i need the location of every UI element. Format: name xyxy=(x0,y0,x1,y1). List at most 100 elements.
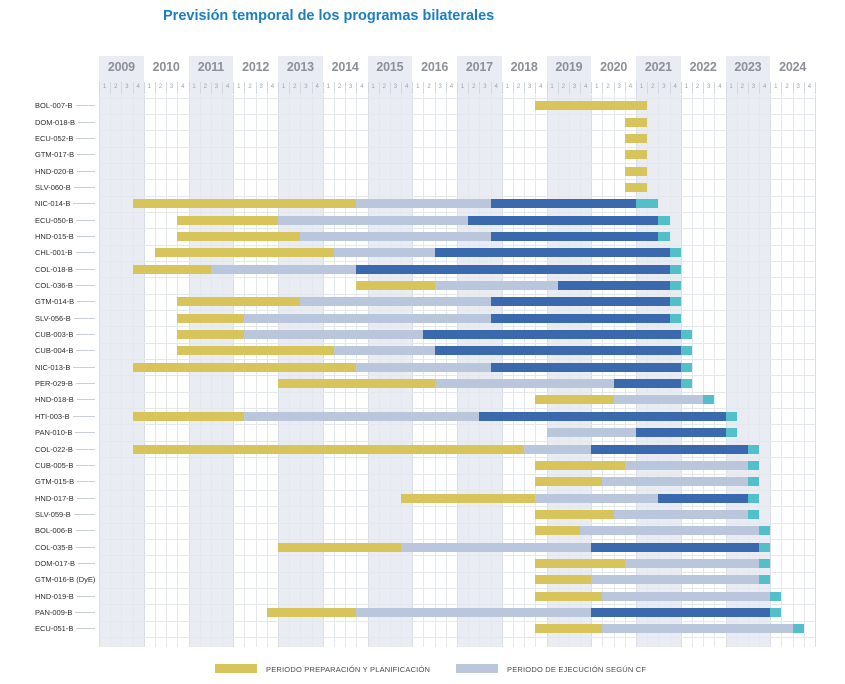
quarter-label: 2 xyxy=(695,84,700,90)
gantt-bar-end xyxy=(759,575,771,585)
quarter-label: 4 xyxy=(225,84,230,90)
grid-line-vertical xyxy=(770,95,772,647)
grid-line-horizontal xyxy=(99,375,815,377)
quarter-separator xyxy=(222,82,224,94)
gantt-bar-end xyxy=(759,558,771,568)
row-leader-line xyxy=(77,481,95,483)
gantt-bar-prep xyxy=(535,526,581,536)
quarter-separator xyxy=(177,82,179,94)
grid-line-horizontal xyxy=(99,522,815,524)
quarter-separator xyxy=(166,82,168,94)
row-label-group: PER-029-B xyxy=(35,376,97,392)
gantt-bar-end xyxy=(669,248,681,258)
row-leader-line xyxy=(75,448,95,450)
gantt-bar-end xyxy=(669,281,681,291)
year-label: 2013 xyxy=(286,60,314,74)
quarter-label: 2 xyxy=(293,84,297,90)
gantt-bar-cf xyxy=(434,379,614,389)
row-leader-line xyxy=(76,235,95,237)
quarter-label: 3 xyxy=(483,84,487,90)
quarter-label: 2 xyxy=(651,84,655,90)
quarter-separator xyxy=(378,82,380,94)
gantt-bar-prep xyxy=(535,101,648,111)
gantt-bar-exec xyxy=(434,346,681,356)
quarter-label: 1 xyxy=(639,84,644,90)
gantt-bar-end xyxy=(747,493,760,503)
gantt-bar-prep xyxy=(177,330,245,340)
gantt-bar-cf xyxy=(300,231,491,241)
quarter-separator xyxy=(501,82,503,94)
quarter-label: 2 xyxy=(740,84,744,90)
grid-line-horizontal xyxy=(99,342,815,344)
quarter-label: 2 xyxy=(248,84,252,90)
gantt-bar-end xyxy=(759,526,771,536)
quarter-separator xyxy=(803,82,805,94)
gantt-bar-end xyxy=(770,607,782,617)
row-leader-line xyxy=(73,186,95,188)
quarter-separator xyxy=(110,82,112,94)
grid-line-horizontal xyxy=(99,506,815,508)
quarter-separator xyxy=(255,82,257,94)
row-label-group: NIC-014-B xyxy=(35,196,97,212)
quarter-separator xyxy=(647,82,649,94)
grid-line-horizontal xyxy=(99,310,815,312)
quarter-separator xyxy=(401,82,403,94)
gantt-bar-exec xyxy=(490,199,636,209)
gantt-bar-prep xyxy=(278,379,435,389)
gantt-bar-exec xyxy=(490,362,681,372)
row-leader-line xyxy=(73,203,95,205)
gantt-bar-exec xyxy=(591,444,748,454)
gantt-bar-exec xyxy=(490,297,670,307)
row-label: HND-015-B xyxy=(35,231,74,241)
row-leader-line xyxy=(73,366,95,368)
grid-line-horizontal xyxy=(99,130,815,132)
row-label: PER-029-B xyxy=(35,379,73,389)
row-label: HTI-003-B xyxy=(35,411,70,421)
quarter-separator xyxy=(345,82,347,94)
gantt-bar-prep xyxy=(177,313,245,323)
quarter-label: 1 xyxy=(147,84,152,90)
year-label: 2014 xyxy=(331,60,359,74)
row-leader-line xyxy=(76,219,95,221)
row-label-group: CUB-004-B xyxy=(35,343,97,359)
row-label: SLV-059-B xyxy=(35,509,71,519)
gantt-bar-end xyxy=(636,199,659,209)
quarter-separator xyxy=(412,82,414,94)
gantt-bar-exec xyxy=(479,411,726,421)
gantt-bar-prep xyxy=(356,281,435,291)
quarter-label: 3 xyxy=(214,84,219,90)
row-label: COL-022-B xyxy=(35,444,73,454)
quarter-label: 1 xyxy=(192,84,196,90)
quarter-label: 3 xyxy=(438,84,442,90)
row-leader-line xyxy=(75,105,95,107)
gantt-bar-end xyxy=(725,411,737,421)
quarter-label: 1 xyxy=(550,84,554,90)
gantt-bar-prep xyxy=(535,624,603,634)
gantt-bar-end xyxy=(669,313,681,323)
quarter-separator xyxy=(546,82,548,94)
quarter-label: 1 xyxy=(460,84,465,90)
year-label: 2023 xyxy=(734,60,762,74)
grid-line-vertical xyxy=(736,95,738,647)
quarter-separator xyxy=(680,82,682,94)
quarter-label: 4 xyxy=(136,84,140,90)
grid-line-horizontal xyxy=(99,457,815,459)
quarter-label: 2 xyxy=(114,84,118,90)
row-label: DOM-017-B xyxy=(35,558,76,568)
grid-line-vertical xyxy=(781,95,783,647)
row-label-group: HND-018-B xyxy=(35,392,97,408)
gantt-bar-end xyxy=(759,542,771,552)
row-label: ECU-050-B xyxy=(35,215,74,225)
gantt-bar-cf xyxy=(333,248,435,258)
gantt-bar-cf xyxy=(624,558,760,568)
grid-line-vertical xyxy=(121,95,123,647)
grid-line-horizontal xyxy=(99,195,815,197)
quarter-separator xyxy=(602,82,604,94)
gantt-bar-prep xyxy=(535,591,603,601)
row-leader-line xyxy=(76,497,95,499)
row-label: HND-017-B xyxy=(35,493,74,503)
row-label-group: HND-019-B xyxy=(35,588,97,604)
row-leader-line xyxy=(75,611,95,613)
quarter-label: 2 xyxy=(158,84,163,90)
gantt-bar-end xyxy=(747,509,760,519)
